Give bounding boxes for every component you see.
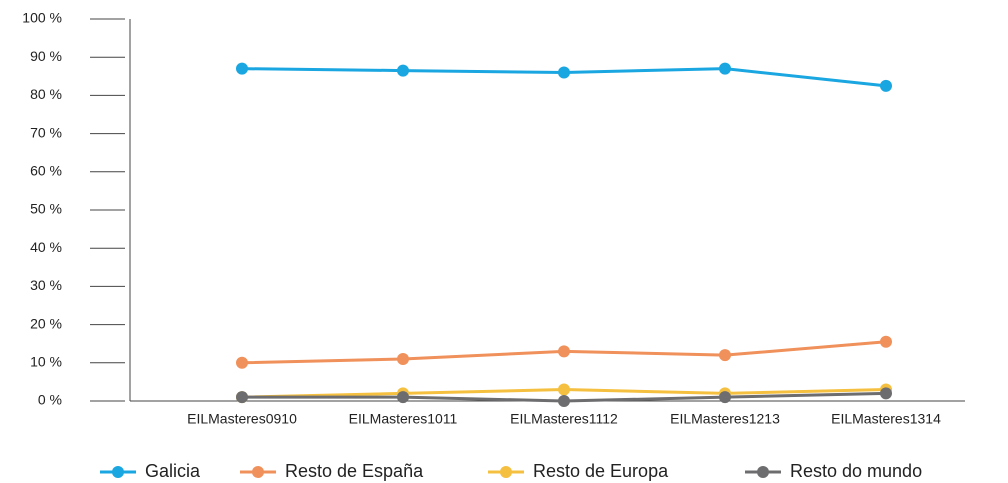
y-tick-label: 20 % xyxy=(30,315,62,331)
y-tick-label: 0 % xyxy=(38,392,62,408)
data-point xyxy=(880,335,892,348)
data-point xyxy=(397,352,409,365)
y-tick-label: 10 % xyxy=(30,354,62,370)
y-tick-label: 80 % xyxy=(30,86,62,102)
data-point xyxy=(558,345,570,358)
data-point xyxy=(719,349,731,362)
legend-label: Resto de Europa xyxy=(533,461,669,481)
legend-marker xyxy=(500,466,512,478)
y-tick-label: 50 % xyxy=(30,201,62,217)
data-point xyxy=(236,356,248,369)
y-tick-label: 60 % xyxy=(30,163,62,179)
legend-marker xyxy=(252,466,264,478)
data-point xyxy=(558,383,570,396)
data-point xyxy=(880,387,892,400)
data-point xyxy=(719,62,731,75)
y-tick-label: 40 % xyxy=(30,239,62,255)
y-tick-label: 70 % xyxy=(30,124,62,140)
legend-label: Resto de España xyxy=(285,461,424,481)
legend-marker xyxy=(757,466,769,478)
y-tick-label: 90 % xyxy=(30,48,62,64)
data-point xyxy=(397,64,409,77)
x-tick-label: EILMasteres1314 xyxy=(831,411,941,427)
data-point xyxy=(558,395,570,407)
data-point xyxy=(397,391,409,404)
x-tick-label: EILMasteres1011 xyxy=(349,411,458,427)
data-point xyxy=(880,79,892,92)
x-tick-label: EILMasteres1213 xyxy=(670,411,780,427)
y-tick-label: 100 % xyxy=(22,10,62,26)
legend-marker xyxy=(112,466,124,478)
data-point xyxy=(719,391,731,404)
x-tick-label: EILMasteres1112 xyxy=(510,411,618,427)
legend-label: Galicia xyxy=(145,461,201,481)
y-tick-label: 30 % xyxy=(30,277,62,293)
data-point xyxy=(236,62,248,75)
x-tick-label: EILMasteres0910 xyxy=(187,411,297,427)
data-point xyxy=(236,391,248,404)
legend-label: Resto do mundo xyxy=(790,461,922,481)
data-point xyxy=(558,66,570,79)
